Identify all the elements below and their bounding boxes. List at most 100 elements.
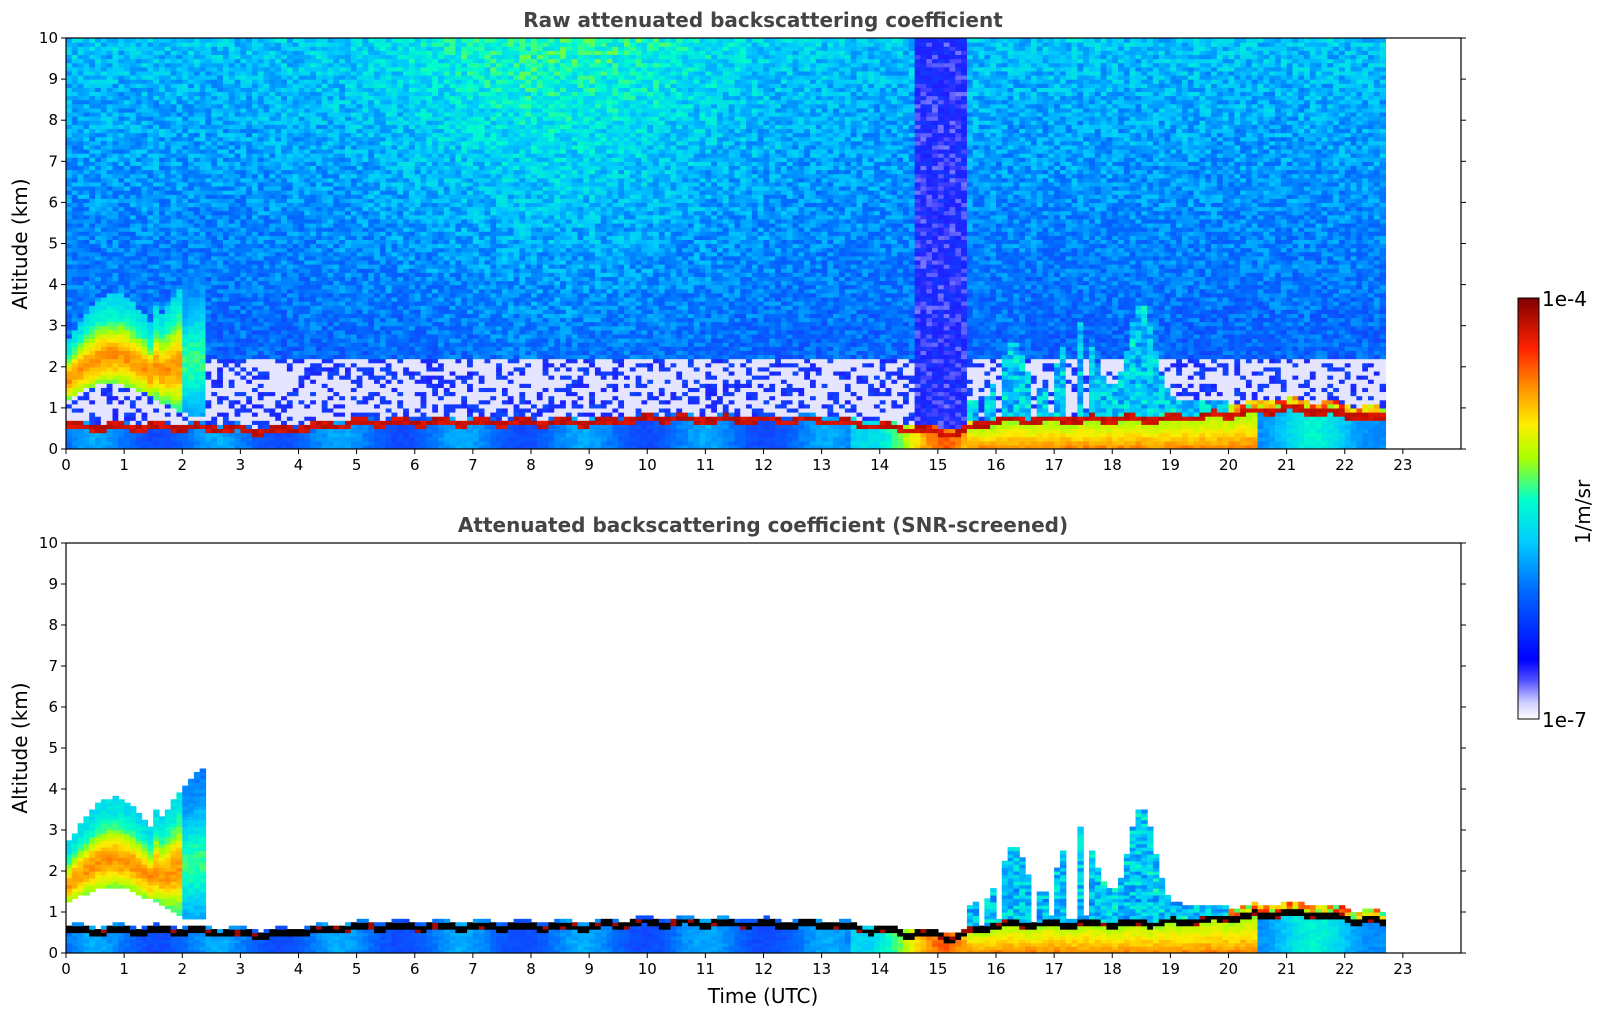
heatmap-cell [228,333,236,339]
heatmap-cell [211,436,218,442]
heatmap-cell [135,305,143,310]
heatmap-cell [89,288,96,294]
heatmap-cell [350,296,358,302]
heatmap-cell [246,362,253,368]
heatmap-cell [188,272,195,277]
heatmap-cell [83,185,90,191]
heatmap-cell [252,87,259,93]
heatmap-cell [327,391,334,397]
heatmap-cell [240,350,247,356]
heatmap-cell [77,264,85,269]
heatmap-cell [205,165,212,171]
heatmap-cell [228,169,236,175]
heatmap-cell [159,366,166,372]
heatmap-cell [71,338,79,343]
heatmap-cell [118,424,125,430]
heatmap-cell [298,247,305,253]
heatmap-cell [339,342,346,347]
heatmap-cell [89,333,96,339]
heatmap-cell [164,58,172,64]
heatmap-cell [222,272,230,277]
heatmap-cell [321,243,329,249]
heatmap-cell [199,407,207,413]
heatmap-cell [129,379,137,384]
heatmap-cell [176,432,183,438]
heatmap-cell [89,321,96,327]
heatmap-cell [147,181,154,187]
heatmap-cell [321,412,329,417]
heatmap-cell [275,95,282,101]
heatmap-cell [263,181,271,187]
heatmap-cell [286,313,294,319]
heatmap-cell [304,272,311,277]
heatmap-cell [159,325,166,331]
heatmap-cell [333,399,340,405]
heatmap-cell [286,375,294,380]
heatmap-cell [339,362,346,368]
heatmap-cell [246,231,253,236]
heatmap-cell [228,206,236,212]
heatmap-cell [269,436,276,442]
heatmap-cell [193,103,201,109]
heatmap-cell [275,103,282,109]
heatmap-cell [188,333,195,339]
heatmap-cell [112,333,119,339]
heatmap-cell [193,251,201,257]
heatmap-cell [153,38,160,43]
heatmap-cell [141,288,148,294]
heatmap-cell [77,296,85,302]
heatmap-cell [193,309,201,314]
heatmap-cell [211,54,218,60]
heatmap-cell [252,173,259,179]
heatmap-cell [286,412,294,417]
heatmap-cell [292,321,300,327]
heatmap-cell [141,128,148,134]
heatmap-cell [77,329,85,335]
heatmap-cell [222,313,230,319]
heatmap-cell [199,412,207,417]
heatmap-cell [240,424,247,430]
heatmap-cell [147,239,154,245]
heatmap-cell [147,190,154,195]
heatmap-cell [106,325,114,331]
heatmap-cell [193,95,201,101]
heatmap-cell [263,202,271,208]
heatmap-cell [315,66,323,72]
heatmap-cell [327,161,334,167]
heatmap-cell [170,259,178,265]
heatmap-cell [83,173,90,179]
heatmap-cell [211,391,218,397]
heatmap-cell [269,272,276,277]
heatmap-cell [298,375,305,380]
heatmap-cell [100,247,108,253]
heatmap-cell [327,58,334,64]
heatmap-cell [281,321,288,327]
heatmap-cell [135,424,143,430]
heatmap-cell [234,50,241,56]
heatmap-cell [298,313,305,319]
heatmap-cell [100,128,108,134]
heatmap-cell [304,350,311,356]
heatmap-cell [321,321,329,327]
heatmap-cell [263,243,271,249]
heatmap-cell [211,239,218,245]
heatmap-cell [321,399,329,405]
heatmap-cell [112,181,119,187]
heatmap-cell [246,342,253,347]
heatmap-cell [275,329,282,335]
heatmap-cell [153,412,160,417]
heatmap-cell [333,128,340,134]
heatmap-cell [188,116,195,121]
heatmap-cell [304,107,311,113]
heatmap-cell [129,317,137,323]
heatmap-cell [176,239,183,245]
heatmap-cell [124,107,131,113]
heatmap-cell [281,370,288,376]
heatmap-cell [275,185,282,191]
heatmap-cell [135,190,143,195]
heatmap-cell [275,153,282,158]
heatmap-cell [240,251,247,257]
heatmap-cell [310,206,317,212]
heatmap-cell [95,432,102,438]
heatmap-cell [77,70,85,76]
